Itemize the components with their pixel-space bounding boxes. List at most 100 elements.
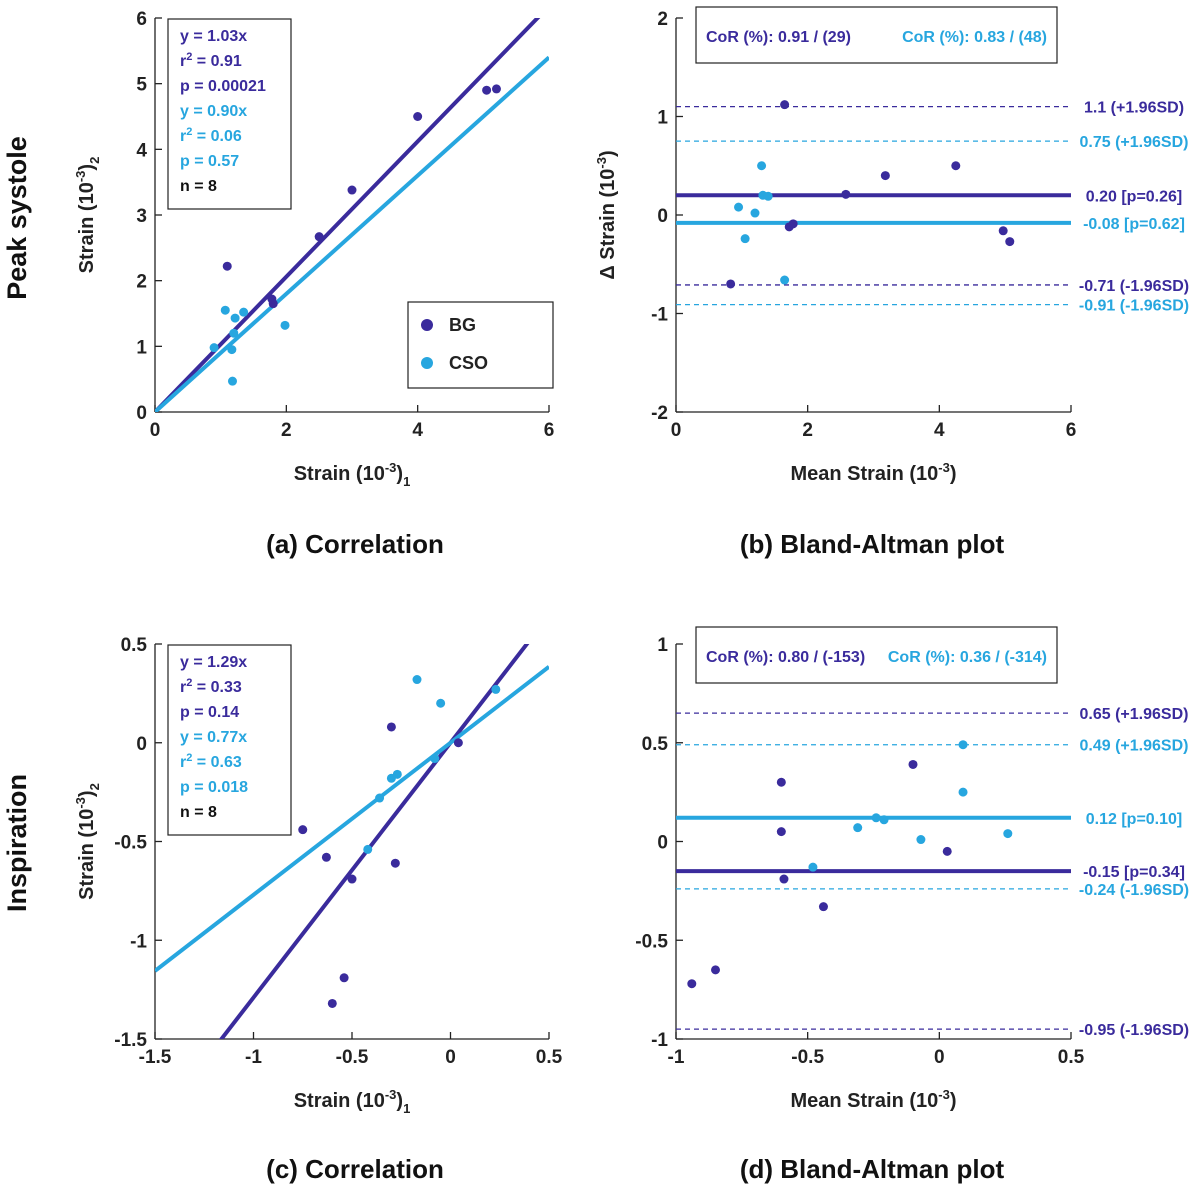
- data-point-cso: [808, 862, 818, 872]
- regression-line-cso: [155, 55, 549, 412]
- stats-line: y = 1.03x: [180, 28, 247, 45]
- data-point-bg: [779, 874, 789, 884]
- data-point-bg: [788, 219, 798, 229]
- data-point-bg: [908, 759, 918, 769]
- legend-bg-marker: [421, 319, 433, 331]
- data-point-bg: [339, 973, 349, 983]
- y-tick-label: -1: [130, 931, 147, 952]
- y-tick-label: 0: [136, 403, 147, 424]
- y-tick-label: 3: [136, 206, 147, 227]
- caption-b: (b) Bland-Altman plot: [740, 529, 1005, 559]
- limit-label: -0.24 (-1.96SD): [1079, 882, 1189, 899]
- limit-label: 1.1 (+1.96SD): [1084, 100, 1184, 117]
- data-point-cso: [491, 684, 501, 694]
- y-tick-label: 2: [136, 272, 147, 293]
- stats-line: p = 0.00021: [180, 78, 266, 95]
- data-point-cso: [229, 328, 239, 338]
- limit-label: 0.49 (+1.96SD): [1080, 738, 1189, 755]
- x-axis-label: Strain (10-3)1: [294, 460, 411, 489]
- y-tick-label: -0.5: [635, 931, 668, 952]
- stats-line: p = 0.14: [180, 704, 239, 721]
- stats-line: p = 0.018: [180, 779, 248, 796]
- data-point-bg: [267, 294, 277, 304]
- y-tick-label: -2: [651, 403, 668, 424]
- x-tick-label: 0.5: [536, 1047, 563, 1068]
- data-point-bg: [776, 777, 786, 787]
- stats-line: p = 0.57: [180, 153, 239, 170]
- data-point-cso: [436, 698, 446, 708]
- y-axis-label: Strain (10-3)2: [73, 157, 102, 274]
- x-tick-label: -0.5: [336, 1047, 369, 1068]
- x-axis-label: Mean Strain (10-3): [790, 1087, 956, 1112]
- data-point-bg: [386, 722, 396, 732]
- data-point-cso: [763, 191, 773, 201]
- data-point-bg: [453, 738, 463, 748]
- data-point-cso: [871, 813, 881, 823]
- limit-label: 0.65 (+1.96SD): [1080, 706, 1189, 723]
- data-point-bg: [951, 161, 961, 171]
- limit-label: 0.75 (+1.96SD): [1080, 134, 1189, 151]
- data-point-bg: [321, 852, 331, 862]
- plot-area: [155, 644, 549, 1039]
- stats-box: [167, 18, 292, 210]
- stats-line: y = 0.77x: [180, 729, 247, 746]
- panel-d-bland-altman: -1 -0.5 0 0.5 -1 -0.5 0 0.5 1 Mean Strain (10-3) 0…: [635, 626, 1189, 1112]
- y-tick-label: 0: [136, 734, 147, 755]
- x-tick-label: -1: [245, 1047, 262, 1068]
- limit-label: -0.15 [p=0.34]: [1083, 864, 1185, 881]
- y-tick-label: 4: [136, 140, 147, 161]
- legend-cso-marker: [421, 357, 433, 369]
- data-point-cso: [879, 815, 889, 825]
- x-tick-label: -1.5: [139, 1047, 172, 1068]
- stats-line: n = 8: [180, 178, 217, 195]
- caption-c: (c) Correlation: [266, 1154, 444, 1184]
- data-point-cso: [209, 343, 219, 353]
- cor-box: [695, 626, 1058, 684]
- row-label-peak-systole: Peak systole: [2, 136, 32, 300]
- stats-box: [167, 644, 292, 836]
- stats-line: r2 = 0.91: [180, 51, 242, 70]
- x-tick-label: 2: [802, 420, 813, 441]
- y-axis-label: Δ Strain (10-3): [594, 150, 619, 279]
- regression-line-bg: [218, 644, 530, 1039]
- limit-label: -0.91 (-1.96SD): [1079, 298, 1189, 315]
- data-point-cso: [958, 740, 968, 750]
- data-point-cso: [220, 305, 230, 315]
- stats-line: r2 = 0.33: [180, 677, 242, 696]
- x-tick-label: 6: [1066, 420, 1077, 441]
- data-point-bg: [298, 825, 308, 835]
- limit-label: -0.95 (-1.96SD): [1079, 1022, 1189, 1039]
- data-point-bg: [482, 85, 492, 95]
- data-point-bg: [776, 827, 786, 837]
- y-tick-label: 0.5: [642, 734, 669, 755]
- data-point-cso: [757, 161, 767, 171]
- legend-box: [407, 301, 554, 389]
- data-point-cso: [412, 675, 422, 685]
- data-point-bg: [314, 232, 324, 242]
- y-tick-label: 1: [136, 337, 147, 358]
- x-tick-label: 4: [412, 420, 423, 441]
- cor-cso-text: CoR (%): 0.36 / (-314): [888, 649, 1047, 666]
- stats-line: y = 1.29x: [180, 654, 247, 671]
- data-point-bg: [880, 171, 890, 181]
- stats-line: r2 = 0.63: [180, 752, 242, 771]
- data-point-cso: [958, 787, 968, 797]
- legend-bg-label: BG: [449, 315, 476, 335]
- x-axis-label: Mean Strain (10-3): [790, 460, 956, 485]
- data-point-cso: [280, 320, 290, 330]
- data-point-bg: [491, 84, 501, 94]
- stats-line: r2 = 0.06: [180, 126, 242, 145]
- data-point-bg: [841, 189, 851, 199]
- data-point-bg: [413, 112, 423, 121]
- data-point-bg: [780, 100, 790, 110]
- data-point-cso: [227, 345, 237, 355]
- regression-line-cso: [155, 665, 549, 973]
- data-point-bg: [1005, 237, 1015, 247]
- panel-a-correlation: 0 2 4 6 0 1 2 3 4 5 6 Strain (10-3)1 Strain (10-3)2 y…: [73, 9, 554, 489]
- data-point-bg: [726, 279, 736, 289]
- caption-d: (d) Bland-Altman plot: [740, 1154, 1005, 1184]
- cor-bg-text: CoR (%): 0.80 / (-153): [706, 649, 865, 666]
- y-tick-label: -0.5: [114, 833, 147, 854]
- x-axis-label: Strain (10-3)1: [294, 1087, 411, 1116]
